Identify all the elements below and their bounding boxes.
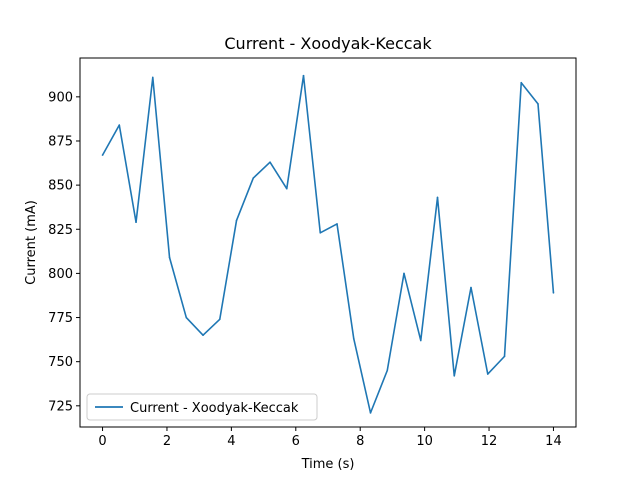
y-tick-label: 850 [48, 179, 73, 194]
series-line-0 [101, 74, 555, 414]
y-tick-label: 725 [48, 399, 73, 414]
data-point [369, 412, 372, 414]
x-tick-label: 6 [292, 434, 300, 449]
y-tick-label: 900 [48, 90, 73, 105]
series-layer [101, 74, 555, 414]
data-point [537, 103, 539, 105]
y-tick-label: 775 [48, 311, 73, 326]
x-tick-label: 4 [227, 434, 235, 449]
x-tick-label: 0 [98, 434, 106, 449]
plot-area [80, 58, 576, 427]
y-tick-label: 875 [48, 134, 73, 149]
y-tick-label: 825 [48, 223, 73, 238]
data-point [101, 154, 104, 156]
data-point [135, 221, 137, 223]
data-point [235, 219, 238, 222]
data-point [252, 177, 255, 179]
data-point [218, 318, 221, 321]
data-point [419, 339, 422, 342]
legend-box [86, 393, 318, 421]
data-point [168, 256, 171, 259]
x-tick-label: 10 [416, 434, 433, 449]
data-point [151, 76, 154, 79]
data-point [185, 316, 188, 319]
x-axis-label: Time (s) [301, 457, 355, 472]
legend: Current - Xoodyak-Keccak [86, 393, 318, 421]
data-point [470, 286, 472, 289]
data-point [436, 196, 439, 199]
data-point [269, 161, 271, 163]
data-point [520, 81, 523, 84]
data-point [302, 74, 305, 77]
x-tick-label: 12 [481, 434, 498, 449]
data-point [486, 373, 489, 375]
data-point [319, 231, 322, 234]
legend-label: Current - Xoodyak-Keccak [130, 401, 299, 416]
data-point [336, 223, 338, 225]
x-tick-label: 2 [163, 434, 171, 449]
x-tick-label: 14 [545, 434, 562, 449]
y-tick-label: 750 [48, 355, 73, 370]
data-point [386, 369, 389, 372]
data-point [403, 272, 405, 275]
plot-frame [79, 57, 577, 428]
y-tick-label: 800 [48, 267, 73, 282]
data-point [453, 375, 456, 377]
data-point [202, 334, 204, 336]
data-point [118, 124, 121, 126]
y-axis-ticks: 725 750 775 800 825 850 875 900 [48, 90, 80, 414]
chart-title: Current - Xoodyak-Keccak [224, 34, 432, 53]
data-point [352, 337, 355, 340]
x-tick-label: 8 [356, 434, 364, 449]
data-point [552, 292, 555, 294]
y-axis-label: Current (mA) [24, 200, 39, 285]
data-point [503, 355, 506, 358]
x-axis-ticks: 0 2 4 6 8 10 12 14 [98, 427, 562, 449]
data-point [285, 187, 288, 190]
